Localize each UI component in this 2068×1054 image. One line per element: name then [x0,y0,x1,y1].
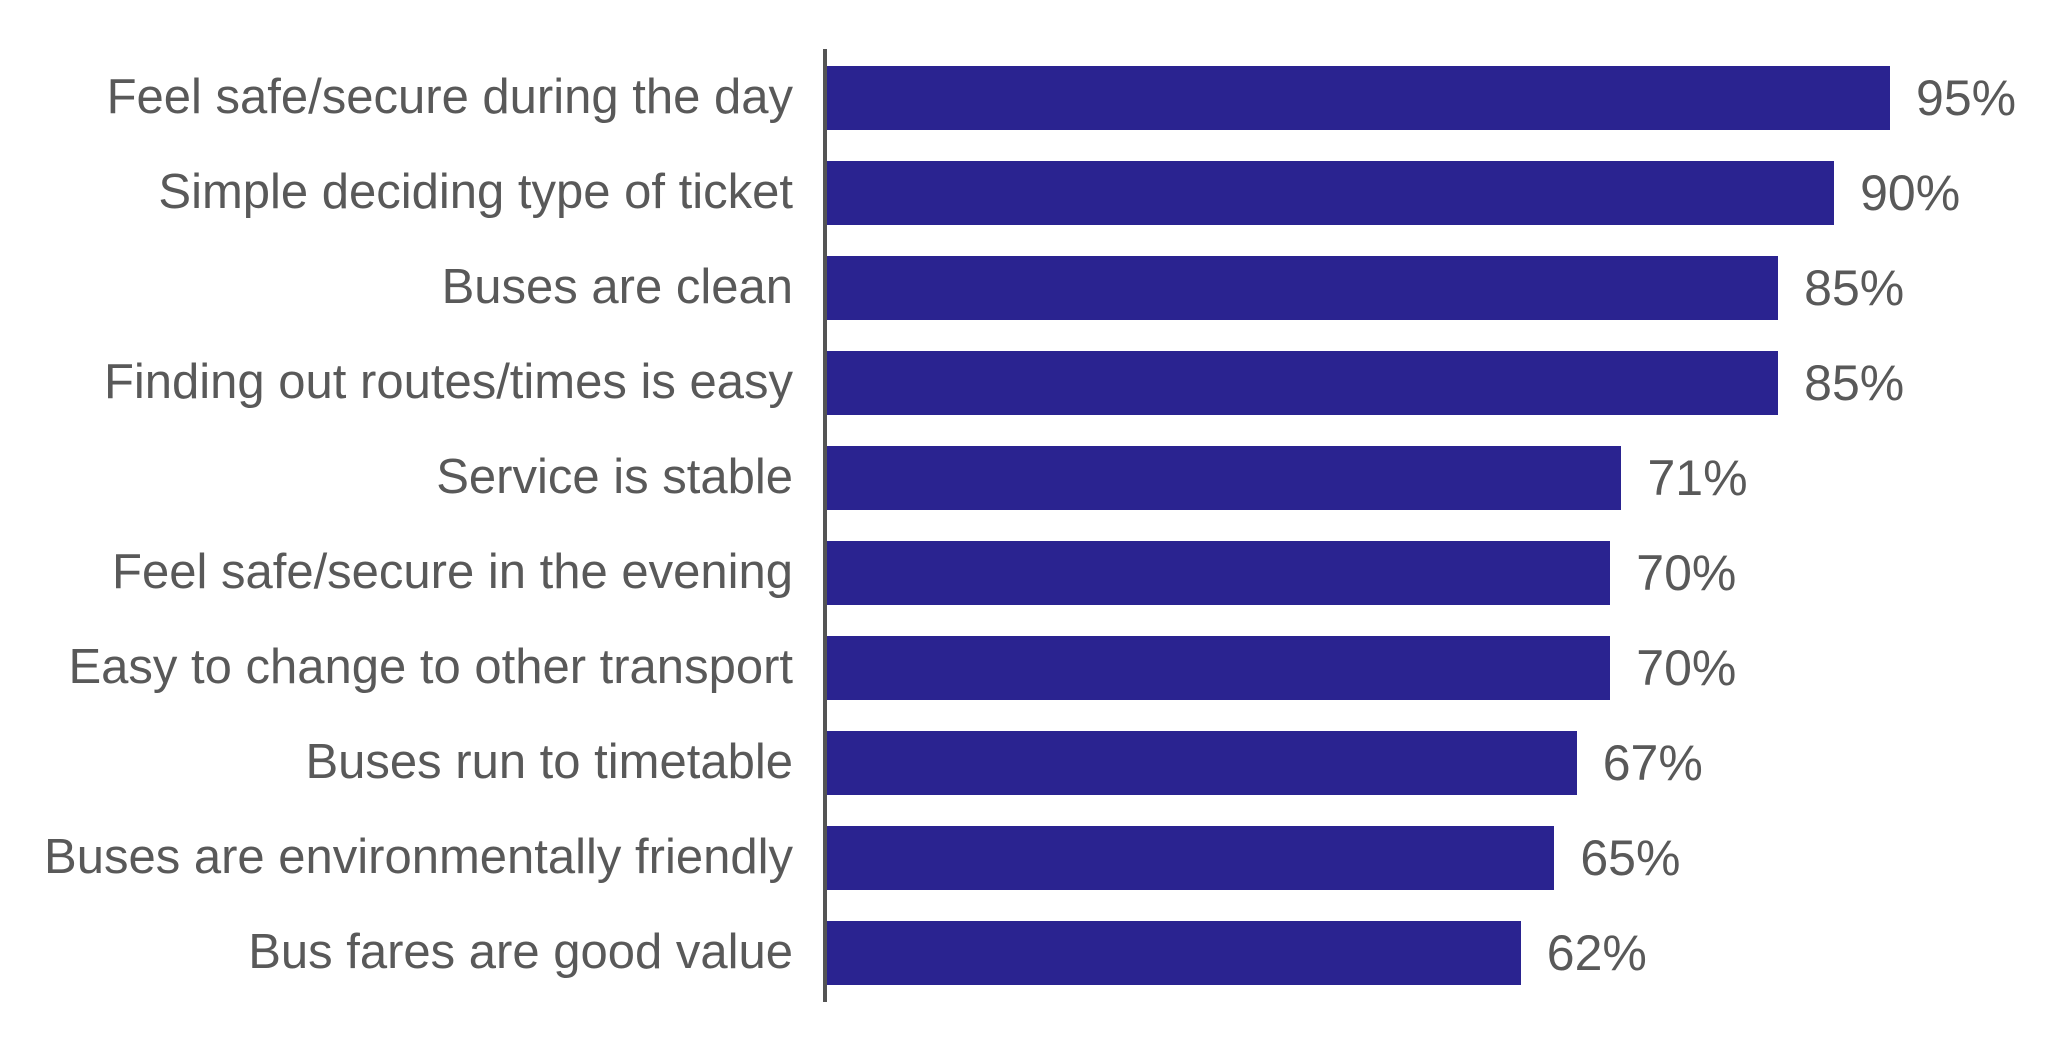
bar-rows: Feel safe/secure during the day 95% Simp… [0,50,2068,1000]
category-label: Simple deciding type of ticket [158,164,793,219]
category-label: Buses run to timetable [305,734,793,789]
category-label: Feel safe/secure in the evening [112,544,793,599]
bar-area: 70% [827,525,2068,620]
bar [827,350,1779,415]
category-label: Easy to change to other transport [68,639,793,694]
bar-area: 90% [827,145,2068,240]
value-label: 85% [1804,354,1905,411]
bar [827,635,1611,700]
bar-row: Buses are clean 85% [0,240,2068,335]
bar-area: 95% [827,50,2068,145]
bar [827,255,1779,320]
bar-area: 67% [827,715,2068,810]
bar-row: Finding out routes/times is easy 85% [0,335,2068,430]
bar-row: Feel safe/secure in the evening 70% [0,525,2068,620]
value-label: 85% [1804,259,1905,316]
value-label: 95% [1916,69,2017,126]
bar-area: 85% [827,240,2068,335]
bar [827,920,1521,985]
bar [827,540,1611,605]
value-label: 70% [1636,544,1737,601]
value-label: 90% [1860,164,1961,221]
bar-area: 70% [827,620,2068,715]
value-label: 70% [1636,639,1737,696]
bar-row: Buses are environmentally friendly 65% [0,810,2068,905]
category-label: Feel safe/secure during the day [106,69,793,124]
bar [827,445,1622,510]
bar-row: Feel safe/secure during the day 95% [0,50,2068,145]
category-label: Buses are clean [441,259,793,314]
bar [827,730,1577,795]
value-label: 71% [1647,449,1748,506]
bar-row: Simple deciding type of ticket 90% [0,145,2068,240]
value-label: 65% [1580,829,1681,886]
bar-area: 62% [827,905,2068,1000]
bar-area: 85% [827,335,2068,430]
bar [827,65,1891,130]
bar-area: 65% [827,810,2068,905]
category-label: Bus fares are good value [248,924,793,979]
category-label: Finding out routes/times is easy [103,354,793,409]
bar [827,160,1835,225]
value-label: 67% [1602,734,1703,791]
bar-row: Bus fares are good value 62% [0,905,2068,1000]
y-axis-line [823,49,827,1002]
bar-area: 71% [827,430,2068,525]
bar-row: Service is stable 71% [0,430,2068,525]
bar-row: Easy to change to other transport 70% [0,620,2068,715]
category-label: Service is stable [436,449,793,504]
bar-row: Buses run to timetable 67% [0,715,2068,810]
bar [827,825,1555,890]
value-label: 62% [1546,924,1647,981]
category-label: Buses are environmentally friendly [44,829,793,884]
